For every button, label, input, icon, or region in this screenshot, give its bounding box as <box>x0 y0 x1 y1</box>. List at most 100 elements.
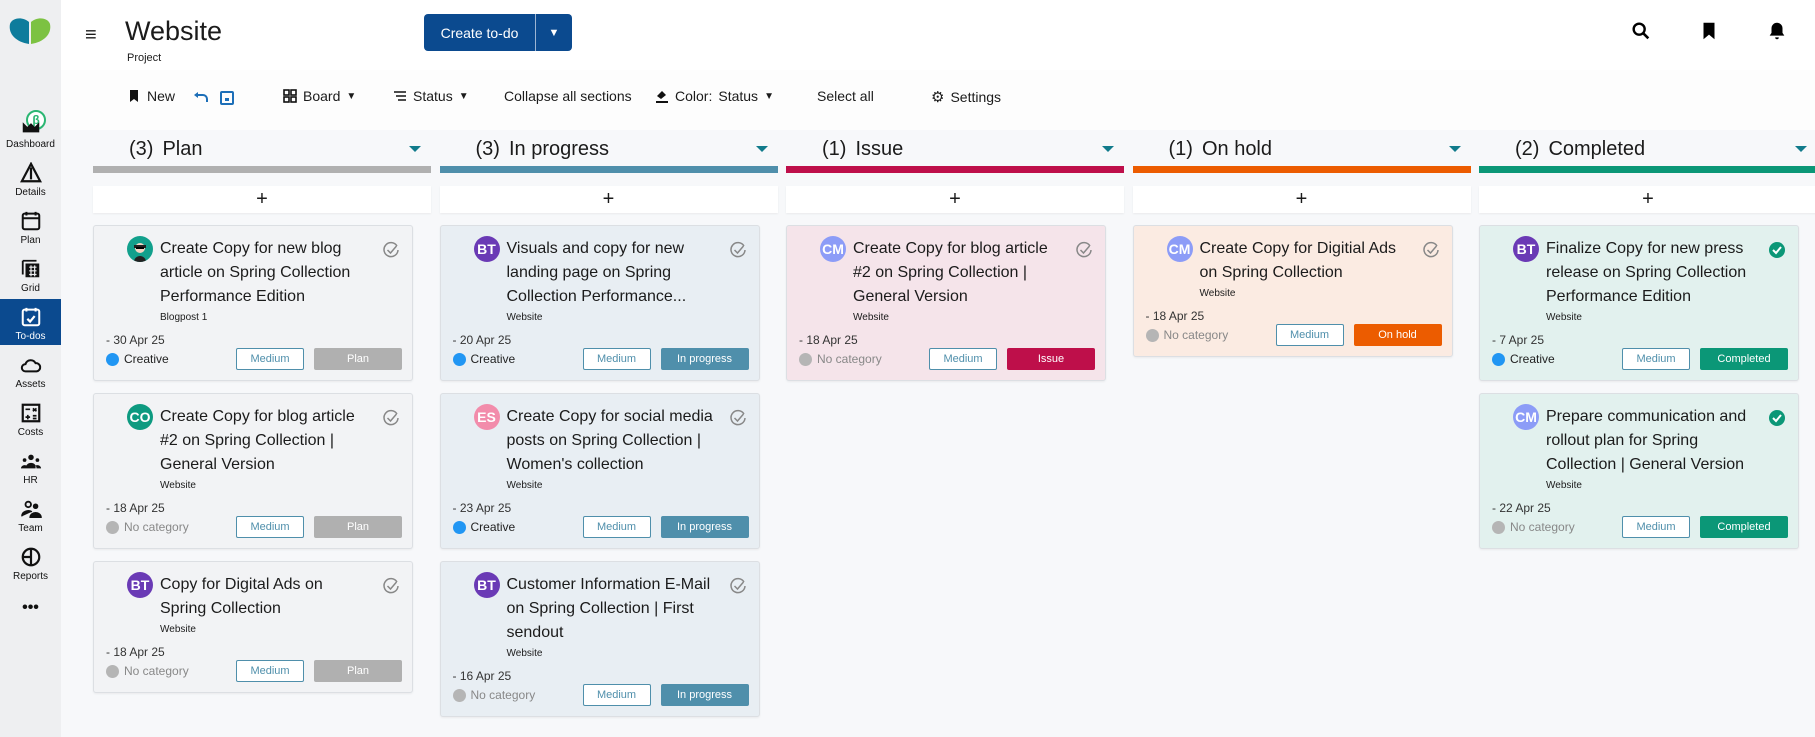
category-dot <box>799 352 812 366</box>
category-label: No category <box>1163 328 1229 342</box>
sidebar-item-dashboard[interactable]: Dashboard <box>0 107 61 153</box>
create-todo-label[interactable]: Create to-do <box>424 14 536 51</box>
sidebar-item-to-dos[interactable]: To-dos <box>0 299 61 345</box>
status-button[interactable]: Completed <box>1700 348 1788 370</box>
priority-button[interactable]: Medium <box>582 684 651 706</box>
todo-title[interactable]: Create Copy for Digitial Ads on Spring C… <box>1199 240 1397 281</box>
collapse-caret-icon[interactable] <box>1102 146 1114 152</box>
todo-project-tag: Website <box>1546 312 1582 323</box>
priority-button[interactable]: Medium <box>236 660 304 682</box>
todo-card[interactable]: CM Create Copy for blog article #2 on Sp… <box>786 225 1106 381</box>
priority-button[interactable]: Medium <box>582 516 651 538</box>
priority-button[interactable]: Medium <box>1622 348 1690 370</box>
status-button[interactable]: In progress <box>660 516 749 538</box>
collapse-caret-icon[interactable] <box>1795 146 1807 152</box>
priority-button[interactable]: Medium <box>929 348 997 370</box>
select-all-button[interactable]: Select all <box>817 88 874 104</box>
mark-complete-icon[interactable] <box>382 409 400 427</box>
status-button[interactable]: Plan <box>314 660 402 682</box>
todo-card[interactable]: BT Copy for Digital Ads on Spring Collec… <box>93 561 413 693</box>
mark-complete-icon[interactable] <box>382 577 400 595</box>
sidebar-item-reports[interactable]: Reports <box>0 539 61 585</box>
collapse-caret-icon[interactable] <box>409 146 421 152</box>
grid-icon <box>283 89 297 103</box>
status-button[interactable]: Issue <box>1007 348 1095 370</box>
create-todo-button[interactable]: Create to-do ▼ <box>424 14 572 51</box>
completed-check-icon[interactable] <box>1768 241 1786 259</box>
status-dropdown[interactable]: Status ▼ <box>393 88 469 104</box>
mark-complete-icon[interactable] <box>382 241 400 259</box>
more-icon[interactable]: ••• <box>22 599 39 616</box>
todo-card[interactable]: Create Copy for new blog article on Spri… <box>93 225 413 381</box>
team-icon <box>20 500 42 518</box>
undo-icon[interactable] <box>193 91 209 105</box>
todo-title[interactable]: Finalize Copy for new press release on S… <box>1546 240 1747 305</box>
todo-title[interactable]: Create Copy for blog article #2 on Sprin… <box>853 240 1048 305</box>
new-view-button[interactable]: New <box>127 88 175 104</box>
sidebar-item-costs[interactable]: Costs <box>0 395 61 441</box>
priority-button[interactable]: Medium <box>236 516 304 538</box>
collapse-caret-icon[interactable] <box>755 146 768 152</box>
todo-title[interactable]: Create Copy for social media posts on Sp… <box>506 408 713 473</box>
column-header[interactable]: (1) On hold <box>1133 133 1471 165</box>
todo-title[interactable]: Prepare communication and rollout plan f… <box>1546 408 1747 473</box>
color-dropdown[interactable]: Color: Status ▼ <box>655 88 774 104</box>
settings-button[interactable]: ⚙ Settings <box>931 88 1001 106</box>
todo-card[interactable]: CM Prepare communication and rollout pla… <box>1479 393 1799 549</box>
create-todo-dropdown[interactable]: ▼ <box>548 26 560 39</box>
sidebar-item-hr[interactable]: HR <box>0 443 61 489</box>
bookmark-icon[interactable] <box>1698 20 1720 42</box>
todo-card[interactable]: BT Customer Information E-Mail on Spring… <box>439 561 760 717</box>
add-todo-button[interactable]: + <box>439 186 778 213</box>
status-button[interactable]: Plan <box>314 348 402 370</box>
todo-card[interactable]: ES Create Copy for social media posts on… <box>439 393 760 549</box>
sidebar-item-assets[interactable]: Assets <box>0 347 61 393</box>
todo-title[interactable]: Create Copy for new blog article on Spri… <box>160 240 351 305</box>
priority-button[interactable]: Medium <box>1622 516 1690 538</box>
column-color-bar <box>1132 166 1471 173</box>
status-button[interactable]: Completed <box>1700 516 1788 538</box>
sidebar-item-details[interactable]: Details <box>0 155 61 201</box>
priority-button[interactable]: Medium <box>582 348 651 370</box>
column-header[interactable]: (3) Plan <box>93 133 431 165</box>
priority-button[interactable]: Medium <box>1275 324 1344 346</box>
status-button[interactable]: In progress <box>660 684 749 706</box>
todo-title[interactable]: Customer Information E-Mail on Spring Co… <box>506 576 711 641</box>
menu-icon[interactable]: ≡ <box>85 24 97 46</box>
todo-card[interactable]: BT Visuals and copy for new landing page… <box>439 225 760 381</box>
todo-card[interactable]: BT Finalize Copy for new press release o… <box>1479 225 1799 381</box>
column-header[interactable]: (2) Completed <box>1479 133 1815 165</box>
add-todo-button[interactable]: + <box>1479 186 1815 213</box>
collapse-caret-icon[interactable] <box>1448 146 1461 152</box>
todo-title[interactable]: Create Copy for blog article #2 on Sprin… <box>160 408 355 473</box>
todo-project-tag: Website <box>1546 480 1582 491</box>
status-button[interactable]: In progress <box>660 348 749 370</box>
column-header[interactable]: (1) Issue <box>786 133 1124 165</box>
sidebar-item-team[interactable]: Team <box>0 491 61 537</box>
todo-title[interactable]: Visuals and copy for new landing page on… <box>506 240 687 305</box>
board-dropdown[interactable]: Board ▼ <box>283 88 356 104</box>
search-icon[interactable] <box>1630 20 1652 42</box>
mark-complete-icon[interactable] <box>1422 241 1440 259</box>
column-header[interactable]: (3) In progress <box>440 133 778 165</box>
sidebar-item-grid[interactable]: Grid <box>0 251 61 297</box>
add-todo-button[interactable]: + <box>1132 186 1471 213</box>
todo-card[interactable]: CO Create Copy for blog article #2 on Sp… <box>93 393 413 549</box>
sidebar-item-plan[interactable]: Plan <box>0 203 61 249</box>
todo-card[interactable]: CM Create Copy for Digitial Ads on Sprin… <box>1132 225 1453 357</box>
mark-complete-icon[interactable] <box>729 409 747 427</box>
status-button[interactable]: Plan <box>314 516 402 538</box>
add-todo-button[interactable]: + <box>93 186 431 213</box>
mark-complete-icon[interactable] <box>729 241 747 259</box>
mark-complete-icon[interactable] <box>729 577 747 595</box>
sidebar-item-label: Grid <box>21 283 40 294</box>
collapse-all-button[interactable]: Collapse all sections <box>504 88 632 104</box>
bell-icon[interactable] <box>1766 20 1788 42</box>
priority-button[interactable]: Medium <box>236 348 304 370</box>
mark-complete-icon[interactable] <box>1075 241 1093 259</box>
status-button[interactable]: On hold <box>1353 324 1442 346</box>
todo-title[interactable]: Copy for Digital Ads on Spring Collectio… <box>160 576 323 617</box>
save-icon[interactable] <box>220 91 234 105</box>
add-todo-button[interactable]: + <box>786 186 1124 213</box>
completed-check-icon[interactable] <box>1768 409 1786 427</box>
